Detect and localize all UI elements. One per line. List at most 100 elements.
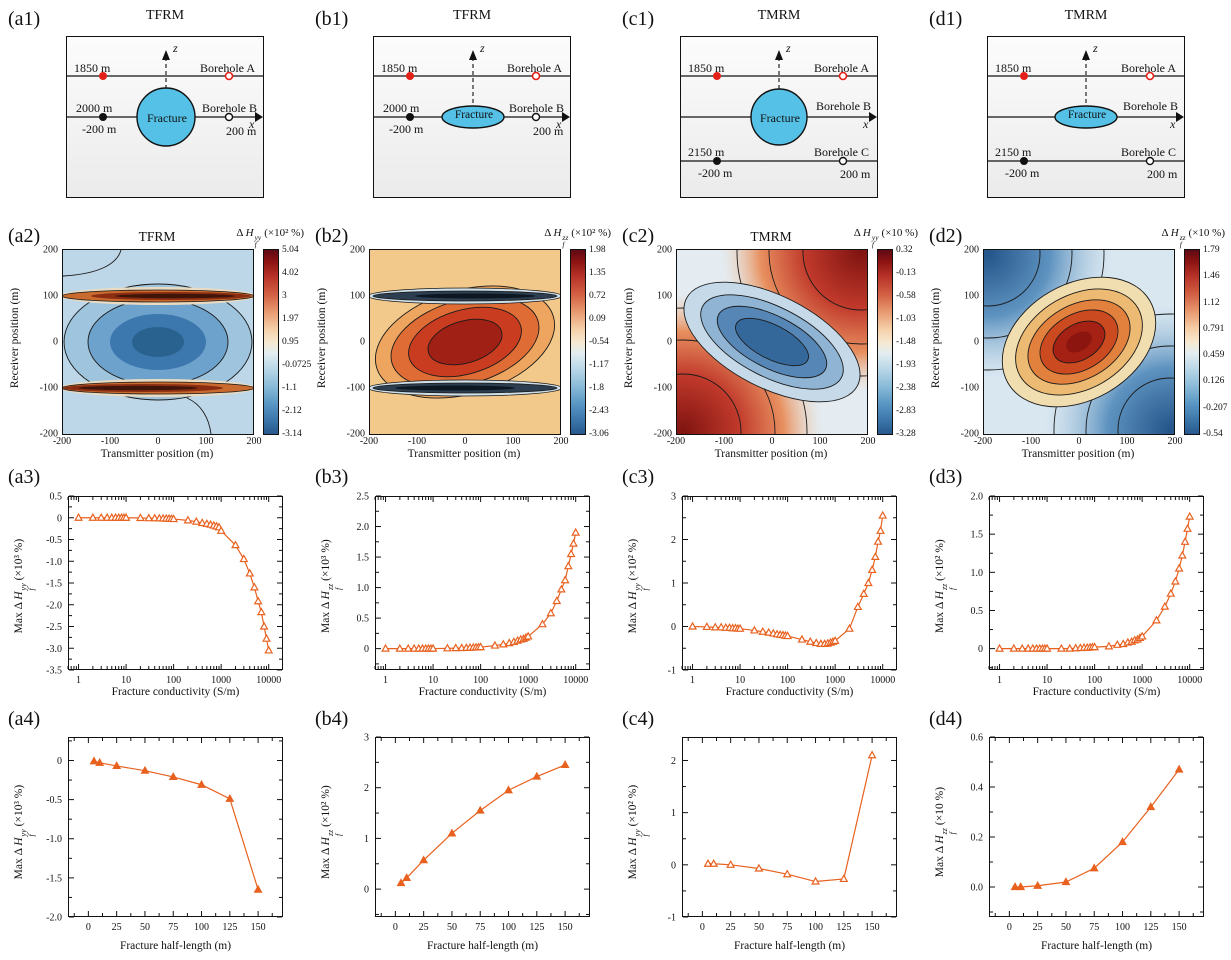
tick-label: 1.35	[589, 268, 606, 278]
y-axis-label: Receiver position (m)	[623, 287, 635, 389]
transmitter-dot	[713, 72, 721, 80]
svg-text:100: 100	[1115, 922, 1130, 933]
fracture-label: Fracture	[760, 111, 800, 125]
tick-label: -3.28	[896, 429, 916, 439]
tick-label: -100	[100, 436, 120, 447]
tick-label: 0	[155, 436, 161, 447]
contour-map	[676, 249, 868, 435]
svg-text:50: 50	[447, 922, 457, 933]
y-tick-labels: 200 100 0 -100 -200	[949, 245, 979, 440]
fracture-label: Fracture	[454, 109, 494, 121]
tick-label: 200	[964, 244, 979, 256]
offset-label: 200 m	[533, 124, 564, 138]
x-axis-label: x	[249, 117, 255, 131]
svg-text:0: 0	[86, 922, 91, 933]
tick-label: 0.72	[589, 291, 606, 301]
transmitter-dot	[1020, 157, 1028, 165]
tick-label: -0.13	[896, 268, 916, 278]
svg-text:2.0: 2.0	[971, 492, 984, 503]
depth-label: 1850 m	[381, 61, 418, 75]
model-title: TFRM	[452, 8, 492, 23]
svg-text:100: 100	[780, 675, 795, 686]
svg-text:-1.5: -1.5	[46, 873, 62, 884]
tick-label: 0	[53, 336, 58, 348]
panel-label: (b1)	[315, 8, 349, 30]
model-box	[373, 36, 571, 198]
x-axis-label: x	[556, 117, 562, 131]
svg-text:10: 10	[1042, 675, 1052, 686]
z-axis-arrow	[162, 50, 170, 60]
svg-text:0: 0	[978, 644, 983, 655]
borehole-label: Borehole B	[509, 101, 564, 115]
svg-text:50: 50	[140, 922, 150, 933]
svg-text:150: 150	[865, 922, 880, 933]
tick-label: 0	[974, 336, 979, 348]
tick-label: 100	[505, 436, 521, 447]
x-axis-label: Transmitter position (m)	[714, 448, 828, 460]
tick-label: -0.0725	[282, 360, 312, 370]
depth-label: 1850 m	[74, 61, 111, 75]
tick-label: 100	[350, 290, 365, 302]
svg-text:0: 0	[364, 644, 369, 655]
x-axis-label: x	[863, 117, 869, 131]
svg-text:2.5: 2.5	[357, 492, 370, 503]
tick-label: -1.03	[896, 314, 916, 324]
panel-label: (c1)	[622, 8, 655, 30]
transmitter-dot	[1020, 72, 1028, 80]
schematic-drawing	[67, 50, 263, 147]
x-axis-label: x	[1170, 117, 1176, 131]
svg-text:-0.5: -0.5	[46, 795, 62, 806]
x-axis-arrow	[562, 112, 570, 122]
svg-text:75: 75	[168, 922, 178, 933]
tick-label: -3.06	[589, 429, 609, 439]
svg-text:1000: 1000	[211, 675, 231, 686]
receiver-circle	[838, 71, 848, 81]
svg-text:3: 3	[671, 492, 676, 503]
svg-text:-0.5: -0.5	[46, 535, 62, 546]
offset-label: -200 m	[698, 166, 733, 180]
x-axis-arrow	[869, 112, 877, 122]
depth-label: 2000 m	[76, 101, 113, 115]
svg-text:25: 25	[726, 922, 736, 933]
svg-text:-3.5: -3.5	[46, 666, 62, 677]
svg-text:125: 125	[222, 922, 237, 933]
svg-text:0: 0	[57, 513, 62, 524]
x-axis-label: Transmitter position (m)	[100, 448, 214, 460]
tick-label: 1.46	[1203, 271, 1220, 282]
colorbar	[1184, 249, 1200, 435]
svg-text:1.0: 1.0	[971, 568, 984, 579]
receiver-circle	[1145, 71, 1155, 81]
tick-label: 1.98	[589, 245, 606, 255]
depth-label: 1850 m	[688, 61, 725, 75]
svg-text:125: 125	[1143, 922, 1158, 933]
tick-label: 100	[1119, 436, 1135, 447]
tick-label: 200	[350, 244, 365, 256]
svg-text:75: 75	[1089, 922, 1099, 933]
x-axis-label: Fracture half-length (m)	[1040, 940, 1153, 952]
svg-text:100: 100	[808, 922, 823, 933]
svg-text:1: 1	[690, 675, 695, 686]
fracture-shape	[441, 105, 505, 129]
y-tick-labels: 200 100 0 -100 -200	[642, 245, 672, 440]
panel-label: (a4)	[8, 708, 41, 730]
tick-label: 1.12	[1203, 297, 1220, 308]
svg-text:-2.5: -2.5	[46, 622, 62, 633]
svg-text:1: 1	[383, 675, 388, 686]
x-axis-label: Fracture half-length (m)	[426, 940, 539, 952]
tick-label: 100	[657, 290, 672, 302]
svg-text:1000: 1000	[825, 675, 845, 686]
tick-label: -100	[407, 436, 427, 447]
svg-text:-3.0: -3.0	[46, 644, 62, 655]
svg-text:2.0: 2.0	[357, 522, 370, 533]
z-axis-arrow	[1082, 50, 1090, 60]
tick-label: 0	[1076, 436, 1082, 447]
svg-text:1: 1	[671, 808, 676, 819]
x-axis-arrow	[255, 112, 263, 122]
